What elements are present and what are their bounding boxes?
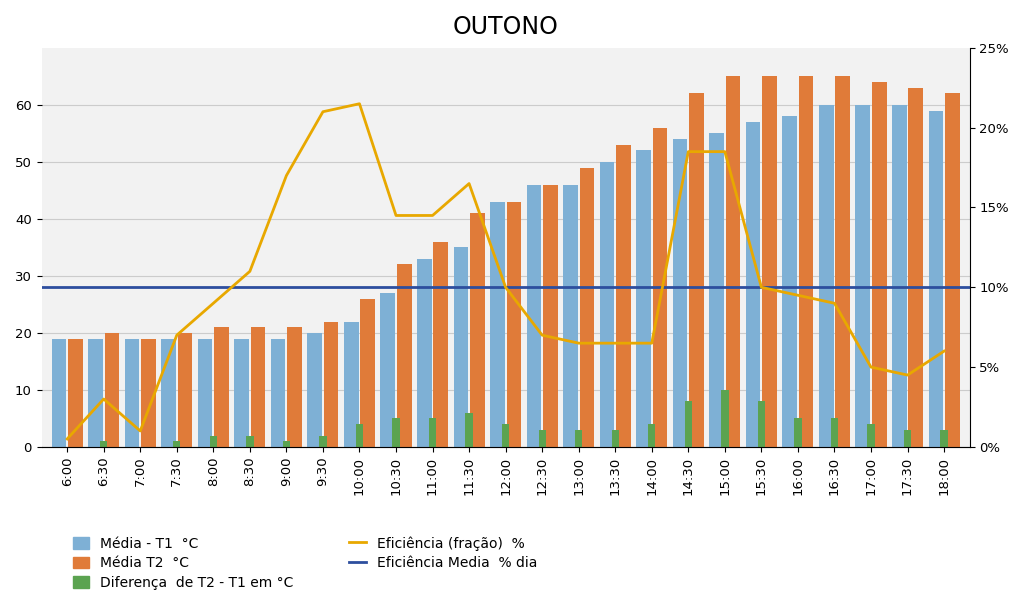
Bar [652,127,668,447]
Bar [689,93,703,447]
Bar [543,185,558,447]
Bar [836,76,850,447]
Bar [526,185,542,447]
Bar [161,339,176,447]
Bar [214,327,228,447]
Bar [417,259,432,447]
Bar [782,117,797,447]
Bar [908,88,923,447]
Bar [288,327,302,447]
Bar [319,435,327,447]
Bar [940,430,948,447]
Bar [251,327,265,447]
Bar [307,333,322,447]
Bar [799,76,813,447]
Bar [539,430,546,447]
Bar [210,435,217,447]
Bar [502,424,509,447]
Bar [745,122,761,447]
Bar [507,202,521,447]
Bar [904,430,911,447]
Bar [381,293,395,447]
Bar [673,139,687,447]
Bar [470,213,484,447]
Bar [563,185,578,447]
Bar [726,76,740,447]
Bar [871,82,887,447]
Bar [68,339,83,447]
Bar [575,430,583,447]
Bar [355,424,364,447]
Bar [104,333,119,447]
Bar [392,418,399,447]
Bar [685,401,692,447]
Bar [429,418,436,447]
Bar [648,424,655,447]
Bar [600,162,614,447]
Bar [580,168,594,447]
Bar [178,333,193,447]
Bar [867,424,874,447]
Bar [710,134,724,447]
Bar [758,401,765,447]
Bar [466,413,473,447]
Bar [454,248,468,447]
Bar [830,418,838,447]
Bar [762,76,777,447]
Bar [855,105,870,447]
Bar [945,93,959,447]
Bar [283,441,290,447]
Bar [397,265,412,447]
Bar [88,339,102,447]
Title: OUTONO: OUTONO [453,15,558,39]
Bar [490,202,505,447]
Bar [892,105,906,447]
Bar [721,390,728,447]
Bar [819,105,834,447]
Bar [100,441,108,447]
Legend: Média - T1  °C, Média T2  °C, Diferença  de T2 - T1 em °C, Eficiência (fração)  : Média - T1 °C, Média T2 °C, Diferença de… [69,532,542,594]
Bar [433,242,449,447]
Bar [636,151,651,447]
Bar [344,322,358,447]
Bar [125,339,139,447]
Bar [795,418,802,447]
Bar [198,339,212,447]
Bar [929,110,943,447]
Bar [141,339,156,447]
Bar [173,441,180,447]
Bar [246,435,254,447]
Bar [234,339,249,447]
Bar [271,339,286,447]
Bar [616,145,631,447]
Bar [611,430,618,447]
Bar [324,322,339,447]
Bar [360,299,375,447]
Bar [51,339,67,447]
